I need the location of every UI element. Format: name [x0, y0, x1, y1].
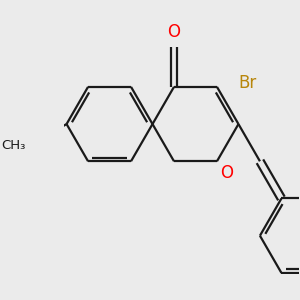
Text: O: O [220, 164, 233, 181]
Text: Br: Br [239, 74, 257, 92]
Text: CH₃: CH₃ [1, 139, 26, 152]
Text: O: O [167, 23, 181, 41]
